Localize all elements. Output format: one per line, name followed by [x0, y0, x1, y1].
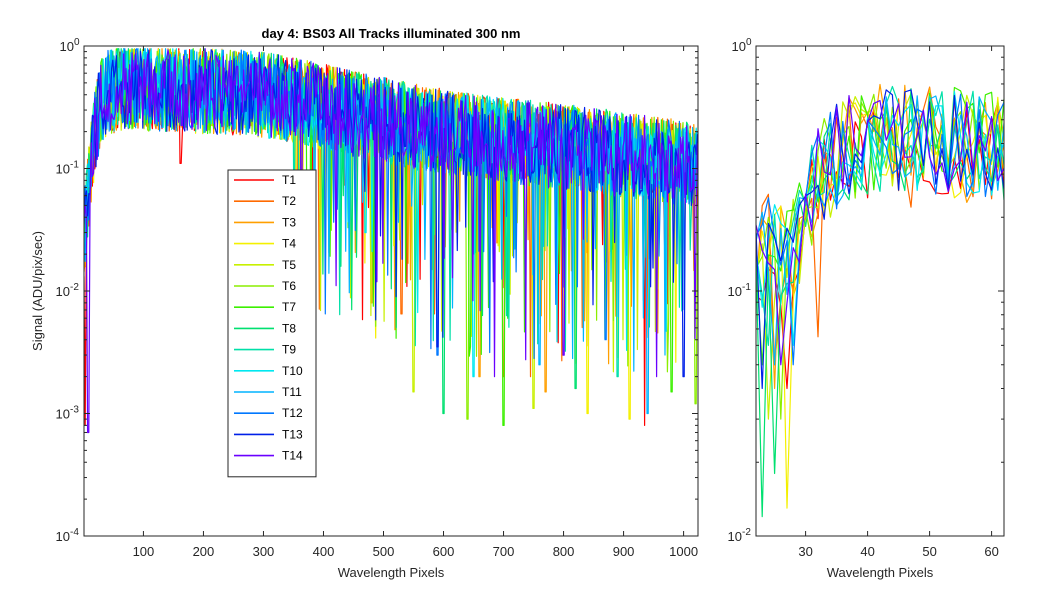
legend: T1 T2 T3 T4 T5 T6 T7 T8 T9 T10 T11 T12 T13 T14 [227, 169, 317, 478]
legend-entry: T7 [234, 300, 296, 314]
legend-label: T1 [282, 173, 296, 187]
legend-entry: T10 [234, 364, 303, 378]
x-tick-label: 600 [433, 544, 455, 559]
x-tick-label: 900 [613, 544, 635, 559]
x-tick-label: 500 [373, 544, 395, 559]
x-axis-label: Wavelength Pixels [338, 565, 445, 580]
legend-entry: T3 [234, 215, 296, 229]
legend-label: T12 [282, 406, 303, 420]
legend-entry: T11 [234, 385, 302, 399]
zoom-series-line-T12 [756, 93, 1004, 366]
legend-entry: T4 [234, 237, 296, 251]
legend-entry: T2 [234, 194, 296, 208]
legend-label: T4 [282, 237, 296, 251]
zoom-series-line-T14 [756, 94, 1004, 366]
y-tick-label: 10-2 [56, 282, 80, 299]
legend-entry: T13 [234, 427, 303, 441]
legend-label: T6 [282, 279, 296, 293]
legend-entry: T8 [234, 321, 296, 335]
chart-title: day 4: BS03 All Tracks illuminated 300 n… [262, 26, 521, 41]
zoom-y-axis-ticks: 10-2 10-1 100 [728, 37, 1004, 544]
zoom-series-line-T6 [756, 93, 1004, 420]
legend-label: T7 [282, 300, 296, 314]
zoom-series [756, 83, 1004, 518]
legend-label: T9 [282, 343, 296, 357]
legend-label: T8 [282, 321, 296, 335]
y-tick-label: 10-1 [728, 282, 752, 299]
zoom-x-axis-label: Wavelength Pixels [827, 565, 934, 580]
zoom-series-line-T13 [756, 89, 1004, 390]
x-axis-ticks: 100 200 300 400 500 600 700 800 900 1000 [133, 46, 698, 559]
y-axis-ticks: 10-4 10-3 10-2 10-1 100 [56, 37, 698, 544]
x-tick-label: 700 [493, 544, 515, 559]
y-tick-label: 10-3 [56, 405, 80, 422]
x-tick-label: 200 [193, 544, 215, 559]
y-tick-label: 100 [60, 37, 80, 54]
legend-label: T14 [282, 449, 303, 463]
y-tick-label: 10-4 [56, 527, 80, 544]
legend-entry: T12 [234, 406, 303, 420]
main-series-line-T14 [84, 48, 698, 434]
zoom-plot: 30 40 50 60 10-2 10-1 100 Wavelength Pixels [728, 37, 1005, 580]
legend-entry: T5 [234, 258, 296, 272]
x-tick-label: 100 [133, 544, 155, 559]
x-tick-label: 50 [922, 544, 936, 559]
x-tick-label: 60 [984, 544, 998, 559]
legend-label: T13 [282, 427, 303, 441]
x-tick-label: 800 [553, 544, 575, 559]
legend-entry: T1 [234, 173, 296, 187]
legend-box [227, 169, 317, 478]
zoom-series-line-T2 [756, 86, 1004, 366]
y-axis-label: Signal (ADU/pix/sec) [30, 231, 45, 351]
x-tick-label: 1000 [669, 544, 698, 559]
plot-series [84, 48, 698, 434]
legend-label: T11 [282, 385, 302, 399]
y-tick-label: 100 [732, 37, 752, 54]
legend-label: T3 [282, 215, 296, 229]
legend-label: T5 [282, 258, 296, 272]
main-plot: day 4: BS03 All Tracks illuminated 300 n… [30, 26, 699, 580]
legend-label: T10 [282, 364, 303, 378]
zoom-x-axis-ticks: 30 40 50 60 [798, 46, 999, 559]
zoom-series-line-T7 [756, 86, 1004, 366]
legend-entry: T6 [234, 279, 296, 293]
x-tick-label: 400 [313, 544, 335, 559]
legend-label: T2 [282, 194, 296, 208]
y-tick-label: 10-2 [728, 527, 752, 544]
zoom-series-line-T10 [756, 90, 1004, 346]
x-tick-label: 300 [253, 544, 275, 559]
x-tick-label: 40 [860, 544, 874, 559]
y-tick-label: 10-1 [56, 160, 80, 177]
legend-entry: T14 [234, 449, 303, 463]
x-tick-label: 30 [798, 544, 812, 559]
legend-entry: T9 [234, 343, 296, 357]
